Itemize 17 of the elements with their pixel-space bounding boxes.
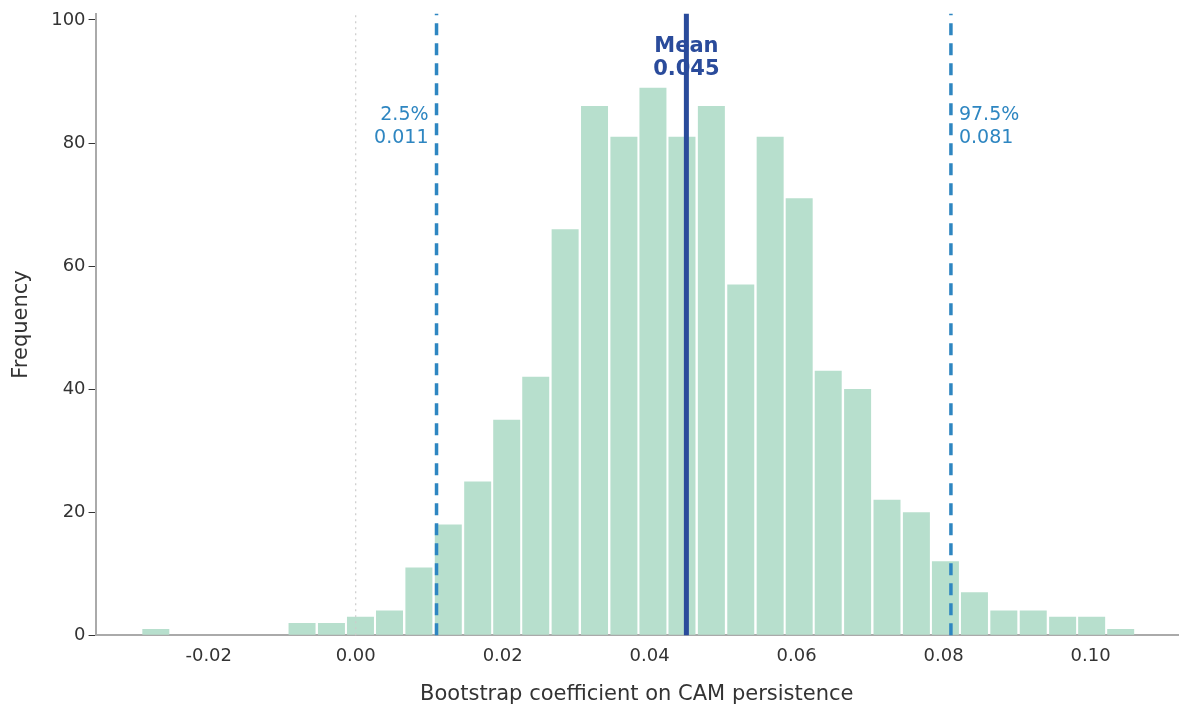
y-tick-label: 20 [62, 499, 86, 521]
y-tick-label: 80 [62, 130, 86, 152]
y-tick-label: 40 [62, 376, 86, 398]
y-tick-label: 60 [62, 253, 86, 275]
y-tick-label: 100 [51, 7, 86, 29]
y-tick-label: 0 [74, 622, 86, 644]
x-tick-label: 0.10 [1070, 643, 1111, 665]
ref-line-label: 2.5% 0.011 [374, 101, 429, 147]
x-axis-title: Bootstrap coefficient on CAM persistence [420, 680, 854, 705]
x-tick-label: 0.00 [335, 643, 376, 665]
x-tick-label: 0.04 [629, 643, 670, 665]
ref-line-label: 97.5% 0.081 [958, 101, 1020, 147]
x-tick-label: 0.02 [482, 643, 523, 665]
y-axis-title: Frequency [8, 270, 33, 379]
x-tick-label: 0.06 [776, 643, 817, 665]
x-tick-label: 0.08 [923, 643, 964, 665]
x-tick-label: -0.02 [185, 643, 233, 665]
